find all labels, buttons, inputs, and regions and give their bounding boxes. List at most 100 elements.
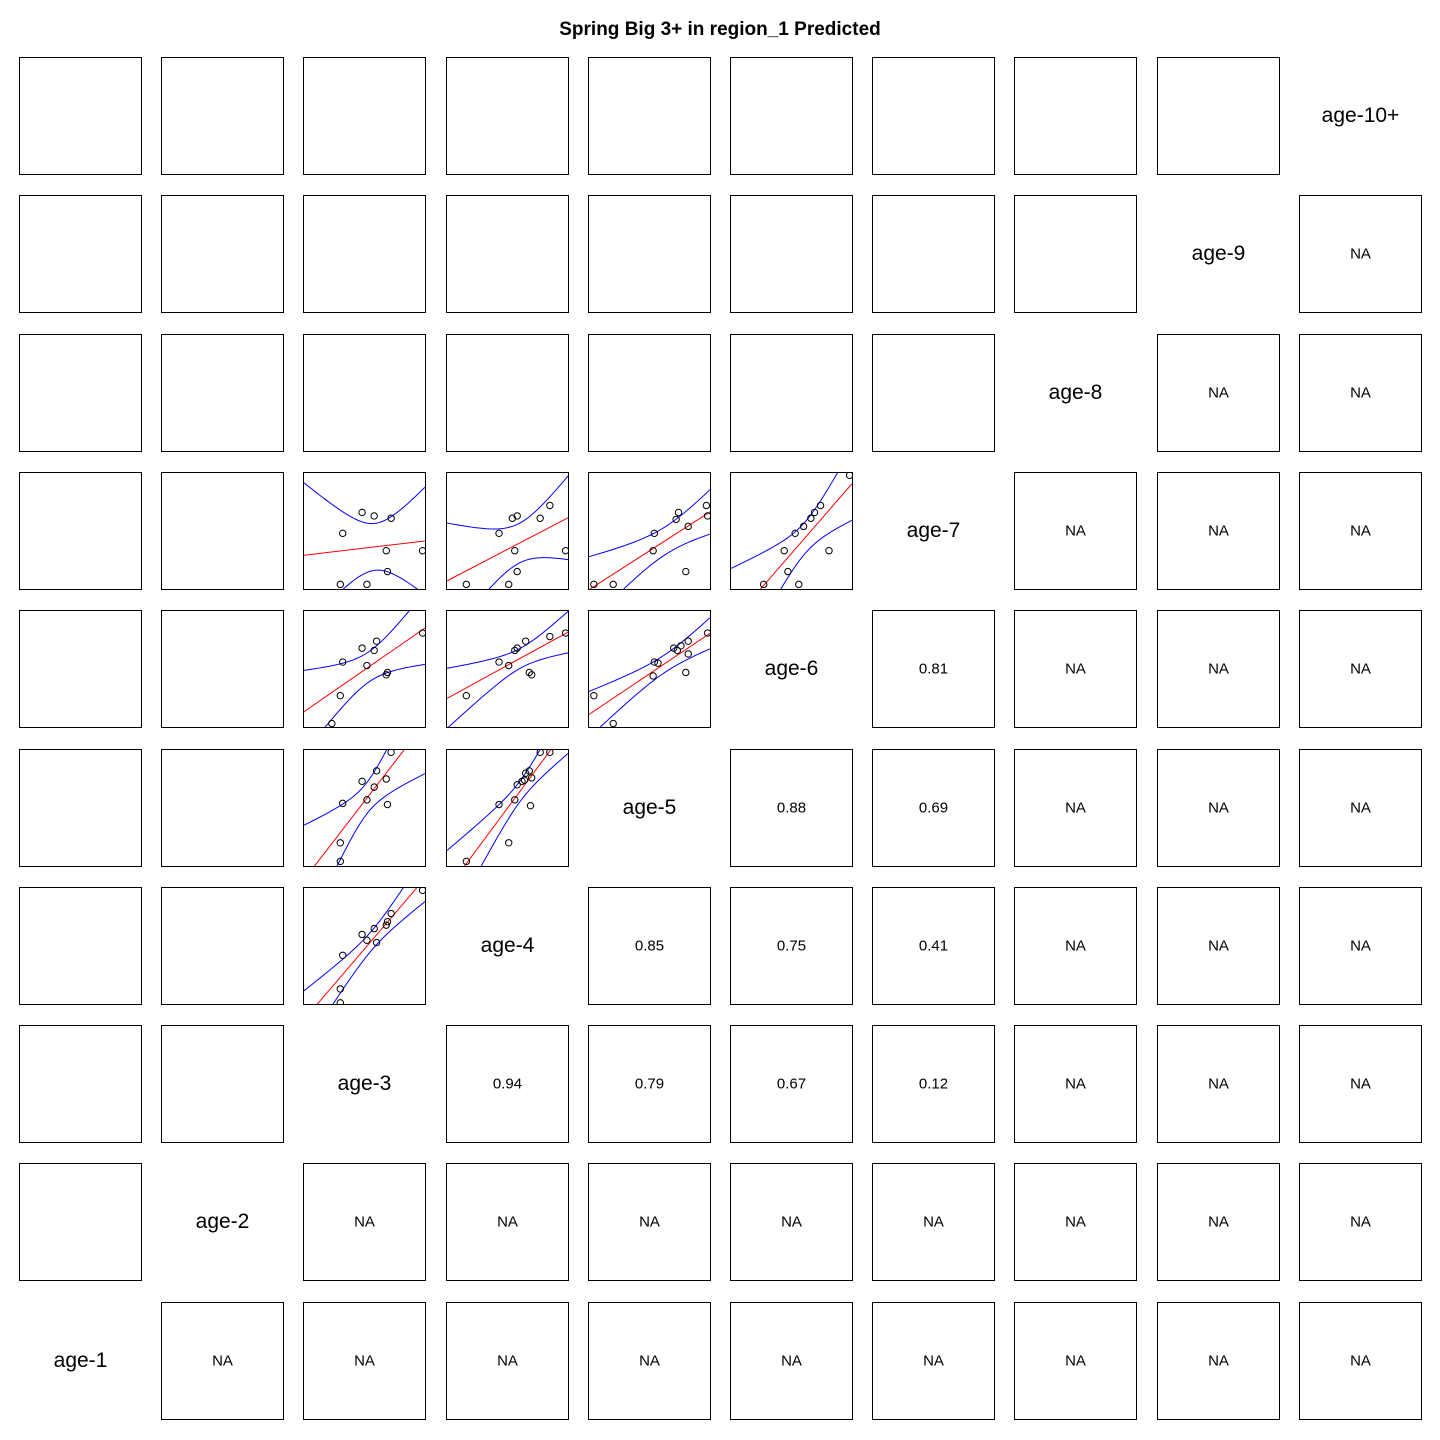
correlation-panel-age5-age7: 0.69 <box>872 749 995 867</box>
data-point-9 <box>387 750 395 757</box>
confidence-band-lower <box>336 773 425 866</box>
correlation-value: 0.94 <box>492 1075 523 1093</box>
diagonal-label-age7: age-7 <box>872 472 995 590</box>
confidence-band-upper <box>447 611 568 669</box>
correlation-value: NA <box>497 1352 518 1370</box>
correlation-panel-age1-age2: NA <box>161 1302 284 1420</box>
diagonal-label-age8: age-8 <box>1014 334 1137 452</box>
correlation-value: NA <box>1350 1352 1371 1370</box>
correlation-panel-age5-age10: NA <box>1299 749 1422 867</box>
scatter-plot <box>447 611 568 727</box>
confidence-band-upper <box>304 888 404 992</box>
data-point-6 <box>372 938 381 947</box>
confidence-band-upper <box>731 473 838 569</box>
correlation-panel-age5-age9: NA <box>1157 749 1280 867</box>
scatter-panel-age3-age5 <box>303 749 426 867</box>
scatter-panel-age7-age8 <box>872 334 995 452</box>
correlation-panel-age3-age8: NA <box>1014 1025 1137 1143</box>
data-point-6 <box>383 567 392 576</box>
scatter-panel-age4-age7 <box>446 472 569 590</box>
data-point-9 <box>387 909 395 918</box>
data-point-6 <box>513 512 521 520</box>
data-point-1 <box>609 719 617 727</box>
correlation-value: NA <box>1208 1352 1229 1370</box>
confidence-band-lower <box>332 901 425 1004</box>
data-point-5 <box>370 646 378 655</box>
data-point-9 <box>528 774 536 782</box>
correlation-value: NA <box>497 1213 518 1231</box>
data-point-8 <box>703 512 710 520</box>
fit-line <box>463 750 552 866</box>
correlation-panel-age4-age5: 0.85 <box>588 887 711 1005</box>
scatter-panel-age4-age5 <box>446 749 569 867</box>
variable-label: age-4 <box>480 934 535 957</box>
data-point-4 <box>654 659 662 667</box>
scatter-panel-age8-age9 <box>1014 195 1137 313</box>
chart-title: Spring Big 3+ in region_1 Predicted <box>559 19 881 40</box>
fit-line <box>447 517 568 582</box>
variable-label: age-6 <box>764 657 819 680</box>
data-point-2 <box>339 951 347 959</box>
correlation-panel-age6-age8: NA <box>1014 610 1137 728</box>
data-point-8 <box>546 632 554 641</box>
scatter-panel-age8-age10 <box>1014 57 1137 175</box>
scatter-panel-age2-age9 <box>161 195 284 313</box>
data-point-10 <box>418 888 425 895</box>
scatter-panel-age1-age2 <box>19 1163 142 1281</box>
correlation-panel-age2-age7: NA <box>872 1163 995 1281</box>
data-point-6 <box>682 567 690 576</box>
data-point-1 <box>339 529 347 538</box>
variable-label: age-3 <box>337 1072 392 1095</box>
correlation-value: NA <box>1065 1352 1086 1370</box>
correlation-value: NA <box>923 1352 944 1370</box>
correlation-panel-age7-age10: NA <box>1299 472 1422 590</box>
correlation-panel-age4-age7: 0.41 <box>872 887 995 1005</box>
diagonal-label-age4: age-4 <box>446 887 569 1005</box>
data-point-2 <box>339 799 347 808</box>
correlation-value: NA <box>1208 1213 1229 1231</box>
correlation-panel-age2-age6: NA <box>730 1163 853 1281</box>
correlation-panel-age5-age6: 0.88 <box>730 749 853 867</box>
correlation-value: NA <box>1350 660 1371 678</box>
scatter-panel-age3-age8 <box>303 334 426 452</box>
data-point-9 <box>702 501 710 510</box>
correlation-panel-age1-age8: NA <box>1014 1302 1137 1420</box>
data-point-5 <box>521 637 530 645</box>
scatter-plot <box>304 888 425 1004</box>
data-point-0 <box>759 580 768 589</box>
correlation-panel-age3-age6: 0.67 <box>730 1025 853 1143</box>
scatter-panel-age1-age9 <box>19 195 142 313</box>
data-point-7 <box>677 642 685 650</box>
correlation-panel-age3-age7: 0.12 <box>872 1025 995 1143</box>
variable-label: age-7 <box>906 519 961 542</box>
scatter-panel-age1-age4 <box>19 887 142 1005</box>
scatter-panel-age3-age7 <box>303 472 426 590</box>
correlation-value: 0.41 <box>918 937 949 955</box>
correlation-value: NA <box>1350 384 1371 402</box>
data-point-7 <box>528 671 536 679</box>
data-point-7 <box>810 508 819 517</box>
correlation-value: NA <box>1350 1213 1371 1231</box>
scatter-plot <box>589 617 710 727</box>
data-point-7 <box>387 514 395 522</box>
scatter-panel-age6-age8 <box>730 334 853 452</box>
confidence-band-lower <box>599 648 710 727</box>
scatter-panel-age5-age6 <box>588 610 711 728</box>
scatter-panel-age2-age3 <box>161 1025 284 1143</box>
fit-line <box>447 631 568 699</box>
data-point-2 <box>339 658 347 666</box>
data-point-7 <box>521 769 530 777</box>
fit-line <box>304 627 425 713</box>
data-point-4 <box>363 796 371 804</box>
correlation-value: 0.75 <box>776 937 807 955</box>
data-point-1 <box>609 580 617 589</box>
scatter-panel-age2-age6 <box>161 610 284 728</box>
data-point-2 <box>649 547 657 555</box>
data-point-9 <box>825 547 833 555</box>
correlation-panel-age1-age10: NA <box>1299 1302 1422 1420</box>
scatter-panel-age3-age6 <box>303 610 426 728</box>
correlation-panel-age2-age3: NA <box>303 1163 426 1281</box>
fit-line <box>313 750 405 866</box>
data-point-3 <box>511 646 519 655</box>
data-point-6 <box>372 637 381 645</box>
